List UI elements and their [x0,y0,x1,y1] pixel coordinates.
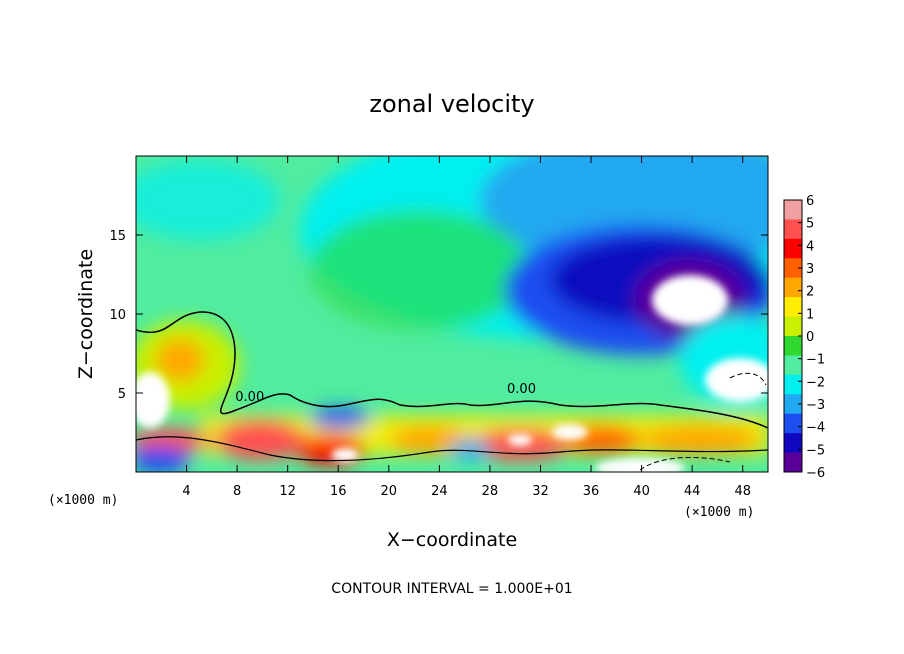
x-tick-label: 44 [684,484,701,499]
colorbar-swatch [784,200,802,220]
x-tick-label: 40 [633,484,650,499]
x-axis-label: X−coordinate [387,529,517,551]
colorbar-tick-label: −1 [806,353,825,368]
y-tick-label: 5 [118,387,126,402]
y-tick-label: 15 [109,229,126,244]
colorbar-swatch [784,336,802,356]
x-tick-label: 28 [482,484,499,499]
colorbar-swatch [784,374,802,395]
chart-title: zonal velocity [369,90,534,118]
colorbar-swatch [784,258,802,279]
colorbar-swatch [784,297,802,318]
contour-label: 0.00 [507,382,536,397]
colorbar-swatch [784,452,802,473]
contour-interval-note: CONTOUR INTERVAL = 1.000E+01 [331,581,572,597]
colorbar-swatch [784,394,802,415]
x-tick-label: 4 [182,484,190,499]
x-unit-right: (×1000 m) [684,505,754,520]
y-axis-label: Z−coordinate [75,249,97,379]
colorbar-tick-label: −3 [806,398,825,413]
colorbar-tick-label: 3 [806,262,814,277]
colorbar-tick-label: 4 [806,239,814,254]
x-tick-label: 12 [279,484,296,499]
colorbar-swatch [784,219,802,240]
colorbar-tick-label: 6 [806,194,814,209]
colorbar-tick-label: −4 [806,421,825,436]
colorbar-tick-label: −6 [806,466,825,481]
x-axis-ticks: 4 8 12 16 20 24 28 32 36 40 44 48 [182,156,751,499]
colorbar-tick-label: 1 [806,307,814,322]
colorbar-tick-label: 0 [806,330,814,345]
x-tick-label: 16 [330,484,347,499]
colorbar-swatch [784,316,802,337]
contour-label: 0.00 [235,390,264,405]
contour-labels: 0.00 0.00 [235,382,536,405]
colorbar-tick-label: −2 [806,375,825,390]
y-tick-label: 10 [109,308,126,323]
x-tick-label: 32 [532,484,549,499]
colorbar-swatch [784,238,802,259]
colorbar-tick-label: −5 [806,443,825,458]
x-unit-left: (×1000 m) [48,493,118,508]
x-tick-label: 24 [431,484,448,499]
x-tick-label: 36 [583,484,600,499]
colorbar-swatch [784,413,802,434]
velocity-field [136,156,768,472]
colorbar-swatch [784,277,802,298]
colorbar-tick-label: 2 [806,285,814,300]
x-tick-label: 48 [734,484,751,499]
x-tick-label: 8 [233,484,241,499]
colorbar: 6 5 4 3 2 1 0 −1 −2 −3 −4 −5 −6 [783,194,825,481]
x-tick-label: 20 [381,484,398,499]
colorbar-swatch [784,433,802,454]
y-axis-ticks: 5 10 15 [109,229,768,402]
colorbar-tick-label: 5 [806,217,814,232]
colorbar-swatch [784,355,802,376]
